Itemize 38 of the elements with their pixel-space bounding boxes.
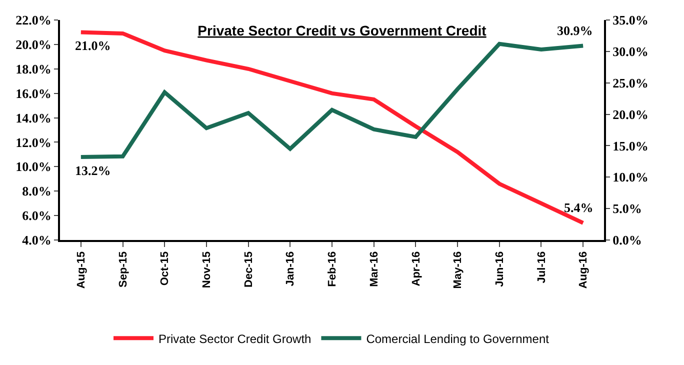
y-tick-label: 10.0% (16, 159, 52, 174)
y2-tick-label: 10.0% (612, 170, 648, 185)
chart-title: Private Sector Credit vs Government Credit (198, 22, 487, 38)
y2-tick-label: 30.0% (612, 44, 648, 59)
x-tick-label: Oct-15 (159, 251, 172, 286)
x-tick-label: May-16 (452, 251, 464, 289)
x-tick-label: Dec-15 (242, 251, 255, 288)
y2-tick-label: 5.0% (612, 201, 642, 216)
data-label: 5.4% (564, 200, 594, 215)
x-tick-label: Aug-15 (75, 251, 88, 289)
x-tick-label: Mar-16 (368, 251, 380, 287)
y-tick-label: 18.0% (16, 61, 52, 76)
data-label: 21.0% (75, 38, 111, 53)
y2-tick-label: 0.0% (612, 232, 642, 248)
x-tick-label: Nov-15 (201, 251, 214, 288)
y-tick-label: 6.0% (22, 208, 52, 224)
y-tick-label: 20.0% (16, 36, 52, 52)
legend-label: Comercial Lending to Government (366, 332, 550, 346)
data-label: 13.2% (75, 163, 111, 178)
y-tick-label: 14.0% (16, 110, 52, 126)
x-tick-label: Jul-16 (536, 251, 548, 284)
x-tick-label: Jan-16 (284, 251, 297, 286)
x-tick-label: Apr-16 (410, 251, 422, 286)
y2-tick-label: 20.0% (612, 106, 648, 122)
legend-label: Private Sector Credit Growth (158, 332, 312, 346)
x-tick-label: Aug-16 (578, 251, 590, 289)
x-tick-label: Jun-16 (494, 251, 506, 287)
x-tick-label: Feb-16 (326, 251, 339, 287)
y-tick-label: 4.0% (22, 232, 52, 248)
data-label: 30.9% (557, 23, 593, 38)
y-tick-label: 8.0% (22, 184, 52, 199)
y2-tick-label: 35.0% (612, 12, 648, 28)
y-tick-label: 12.0% (16, 134, 52, 150)
y2-tick-label: 25.0% (612, 75, 648, 90)
y2-tick-label: 15.0% (612, 138, 648, 154)
y-tick-label: 22.0% (16, 12, 52, 28)
y-tick-label: 16.0% (16, 86, 52, 101)
x-tick-label: Sep-15 (117, 251, 130, 288)
